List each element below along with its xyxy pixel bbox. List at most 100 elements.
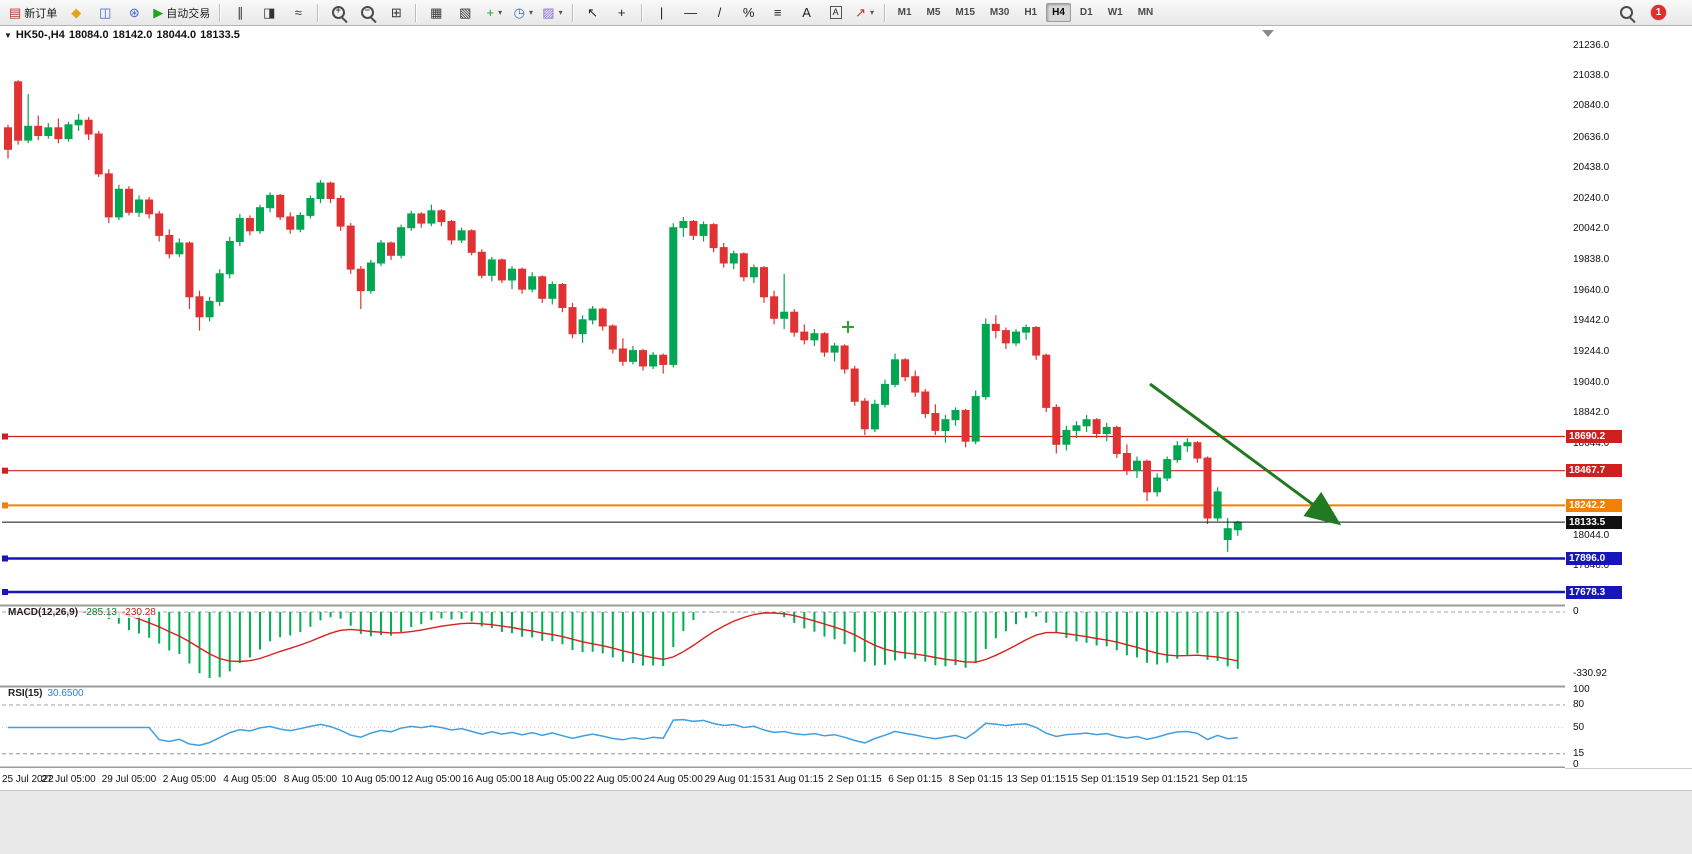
periods-button[interactable]: ◷ ▾	[509, 1, 537, 25]
zoom-out-button[interactable]: −	[353, 1, 381, 25]
vline-button[interactable]: |	[648, 1, 676, 25]
template-icon: ▨	[542, 4, 555, 20]
hline-price-tag: 17896.0	[1566, 552, 1622, 565]
line-chart-button[interactable]: ≈	[284, 1, 312, 25]
time-axis[interactable]: 25 Jul 2022 27 Jul 05:00 29 Jul 05:00 2 Aug…	[0, 768, 1565, 790]
time-axis-label: 8 Aug 05:00	[283, 774, 338, 785]
tf-m5-button[interactable]: M5	[926, 7, 941, 18]
price-scale-label: 21038.0	[1573, 69, 1610, 81]
price-scale-label: 20240.0	[1573, 192, 1610, 204]
toolbar-separator	[415, 3, 418, 22]
shapes-button[interactable]: ↗ ▾	[851, 1, 879, 25]
hline-button[interactable]: —	[677, 1, 705, 25]
time-axis-label: 22 Aug 05:00	[583, 774, 643, 785]
search-button[interactable]	[1612, 1, 1640, 25]
rsi-name: RSI(15)	[8, 688, 43, 699]
tf-mn-button[interactable]: MN	[1137, 7, 1154, 18]
price-scale-label: 19040.0	[1573, 376, 1610, 388]
zoom-in-icon-sign: +	[335, 5, 341, 15]
chart-window: ▼ HK50-,H4 18084.0 18142.0 18044.0 18133.5 MA…	[0, 26, 1692, 854]
fibonacci-button[interactable]: ≡	[764, 1, 792, 25]
channel-button[interactable]: %	[735, 1, 763, 25]
chart-low-value: 18044.0	[156, 29, 197, 41]
caret-down-icon: ▾	[870, 8, 875, 17]
arrange-windows-button[interactable]: ▦	[422, 1, 450, 25]
bottom-strip	[0, 790, 1692, 854]
cursor-icon: ↖	[587, 4, 599, 20]
hline-price-tag: 18690.2	[1566, 430, 1622, 443]
chart-collapse-icon[interactable]: ▼	[4, 31, 12, 40]
zoom-in-icon: +	[331, 5, 345, 19]
trend-arrow[interactable]	[1149, 382, 1342, 526]
tf-m15-button[interactable]: M15	[955, 7, 975, 18]
macd-pane	[2, 611, 1565, 678]
macd-scale-label: -330.92	[1573, 668, 1607, 679]
macd-main-value: -285.13	[83, 607, 117, 618]
pane-separators[interactable]	[0, 26, 1692, 769]
toolbar-separator	[640, 3, 643, 22]
rsi-pane	[2, 704, 1565, 755]
time-axis-label: 25 Jul 2022	[2, 774, 54, 785]
chart-canvas[interactable]	[0, 26, 1692, 790]
bars-chart-icon: ∥	[237, 4, 244, 20]
price-scale-label: 20042.0	[1573, 222, 1610, 234]
tf-m30-button[interactable]: M30	[989, 7, 1010, 18]
toolbar-separator	[571, 3, 574, 22]
trendline-button[interactable]: /	[706, 1, 734, 25]
tf-d1-button[interactable]: D1	[1079, 7, 1093, 18]
horizontal-line-objects[interactable]	[2, 433, 1565, 596]
community-button[interactable]: ⊛	[120, 1, 148, 25]
caret-down-icon: ▾	[528, 8, 533, 17]
arrange-windows-icon: ▦	[430, 4, 443, 20]
crosshair-button[interactable]: +	[608, 1, 636, 25]
profile-chart-icon: ◫	[99, 4, 112, 20]
new-order-button[interactable]: ▤ 新订单	[5, 1, 61, 25]
autotrade-button-label: 自动交易	[166, 7, 211, 20]
tf-h4-button[interactable]: H4	[1046, 3, 1071, 22]
cursor-button[interactable]: ↖	[579, 1, 607, 25]
plus-marker[interactable]	[842, 321, 854, 333]
market-watch-button[interactable]: ◆	[62, 1, 90, 25]
autotrade-button[interactable]: ▶ 自动交易	[149, 1, 214, 25]
new-order-button-label: 新订单	[24, 7, 58, 20]
cascade-windows-button[interactable]: ▧	[451, 1, 479, 25]
notification-badge[interactable]: 1	[1651, 5, 1666, 20]
hline-price-tag: 18467.7	[1566, 464, 1622, 478]
text-button[interactable]: A	[793, 1, 821, 25]
rsi-scale-label: 100	[1573, 684, 1590, 695]
tile-windows-button[interactable]: ⊞	[382, 1, 410, 25]
profile-button[interactable]: ◫	[91, 1, 119, 25]
price-scale-label: 20438.0	[1573, 162, 1610, 174]
horizontal-line-icon: —	[684, 5, 698, 20]
crosshair-icon: +	[617, 5, 626, 20]
time-axis-label: 4 Aug 05:00	[223, 774, 277, 785]
time-axis-label: 21 Sep 01:15	[1187, 774, 1248, 785]
channel-icon: %	[742, 5, 755, 20]
tf-w1-button[interactable]: W1	[1107, 7, 1123, 18]
templates-button[interactable]: ▨ ▾	[538, 1, 566, 25]
zoom-out-icon: −	[360, 5, 374, 19]
time-axis-label: 2 Sep 01:15	[827, 774, 882, 785]
caret-down-icon: ▾	[498, 8, 503, 17]
zoom-out-icon-sign: −	[364, 5, 370, 15]
price-scale-label: 17846.0	[1573, 560, 1610, 572]
rsi-value: 30.6500	[47, 688, 84, 699]
chart-shift-marker[interactable]	[1262, 30, 1274, 37]
candle-chart-button[interactable]: ◨	[255, 1, 283, 25]
price-axis[interactable]: 21236.0 21038.0 20840.0 20636.0 20438.0 20240…	[1565, 26, 1692, 770]
price-scale-label: 20840.0	[1573, 100, 1610, 112]
zoom-in-button[interactable]: +	[324, 1, 352, 25]
arrow-shape-icon: ↗	[855, 4, 867, 20]
chart-open-value: 18084.0	[68, 29, 109, 41]
tf-h1-button[interactable]: H1	[1024, 7, 1038, 18]
bar-chart-button[interactable]: ∥	[226, 1, 254, 25]
clock-icon: ◷	[513, 4, 525, 20]
indicators-button[interactable]: + ▾	[480, 1, 508, 25]
tf-m1-button[interactable]: M1	[897, 7, 912, 18]
time-axis-label: 10 Aug 05:00	[341, 774, 401, 785]
text-icon: A	[802, 5, 811, 20]
label-button[interactable]: A	[822, 1, 850, 25]
time-axis-label: 29 Aug 01:15	[704, 774, 764, 785]
macd-scale-label: 0	[1573, 606, 1579, 617]
